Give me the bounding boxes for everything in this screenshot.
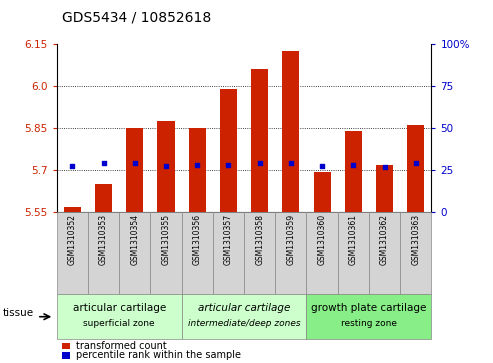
Text: GDS5434 / 10852618: GDS5434 / 10852618 (62, 11, 211, 25)
Point (256, 160, 264, 166)
Text: GSM1310359: GSM1310359 (286, 214, 295, 265)
Text: GSM1310362: GSM1310362 (380, 214, 389, 265)
Bar (251, 69, 268, 212)
Point (224, 162, 232, 167)
Bar (189, 128, 206, 212)
Text: percentile rank within the sample: percentile rank within the sample (76, 350, 242, 360)
Point (162, 163, 170, 169)
Point (412, 160, 420, 166)
Point (69, 163, 76, 169)
Point (287, 160, 295, 166)
Bar (376, 164, 393, 212)
Text: GSM1310358: GSM1310358 (255, 214, 264, 265)
Text: articular cartilage: articular cartilage (72, 303, 166, 313)
Bar (126, 128, 143, 212)
Point (318, 163, 326, 169)
Text: GSM1310355: GSM1310355 (162, 214, 171, 265)
Text: GSM1310356: GSM1310356 (193, 214, 202, 265)
Text: GSM1310363: GSM1310363 (411, 214, 420, 265)
Bar (64, 207, 81, 212)
Bar (345, 131, 362, 212)
Text: tissue: tissue (2, 308, 34, 318)
Point (131, 160, 139, 166)
Point (350, 162, 357, 167)
Text: GSM1310360: GSM1310360 (317, 214, 326, 265)
Bar (407, 125, 424, 212)
Bar (220, 89, 237, 212)
Text: GSM1310354: GSM1310354 (130, 214, 139, 265)
Text: GSM1310361: GSM1310361 (349, 214, 358, 265)
Text: articular cartilage: articular cartilage (198, 303, 290, 313)
Bar (314, 172, 331, 212)
Point (193, 162, 201, 167)
Text: superficial zone: superficial zone (83, 319, 155, 328)
Text: GSM1310357: GSM1310357 (224, 214, 233, 265)
Text: transformed count: transformed count (76, 341, 167, 351)
Point (381, 164, 388, 170)
Text: growth plate cartilage: growth plate cartilage (311, 303, 426, 313)
Text: resting zone: resting zone (341, 319, 397, 328)
Bar (157, 121, 175, 212)
Point (100, 160, 107, 166)
Text: GSM1310353: GSM1310353 (99, 214, 108, 265)
Text: GSM1310352: GSM1310352 (68, 214, 77, 265)
Text: intermediate/deep zones: intermediate/deep zones (188, 319, 300, 328)
Bar (282, 50, 299, 212)
Bar (95, 184, 112, 212)
